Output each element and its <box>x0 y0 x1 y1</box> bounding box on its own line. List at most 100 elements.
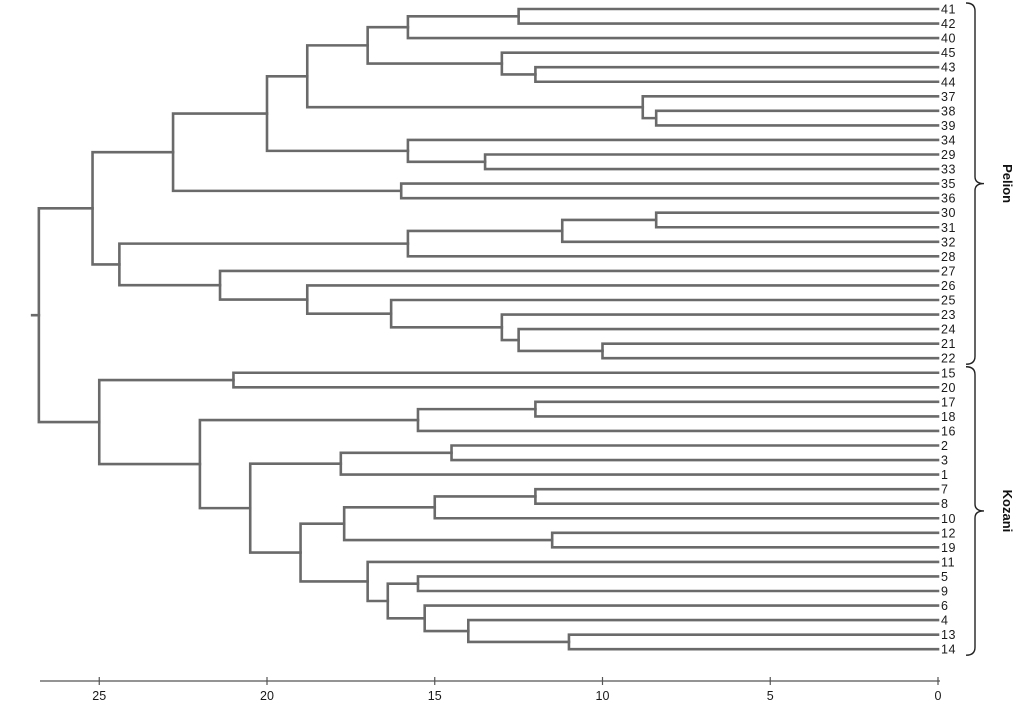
leaf-label: 45 <box>941 46 956 60</box>
leaf-label: 24 <box>941 323 956 337</box>
leaf-label: 4 <box>941 614 949 628</box>
leaf-label: 35 <box>941 177 956 191</box>
dendrogram-branch <box>641 95 940 120</box>
dendrogram-branch <box>265 74 410 153</box>
dendrogram-branch <box>416 407 940 433</box>
leaf-label: 30 <box>941 206 956 220</box>
dendrogram-branch <box>467 618 940 644</box>
dendrogram-branch <box>248 462 343 554</box>
dendrogram-branch <box>342 506 554 542</box>
leaf-label: 44 <box>941 75 956 89</box>
x-tick-label: 10 <box>596 689 610 703</box>
dendrogram-branch <box>339 451 940 476</box>
dendrogram-branch <box>534 487 940 505</box>
dendrogram-branches <box>30 7 940 651</box>
leaf-label: 23 <box>941 308 956 322</box>
dendrogram-branch <box>500 51 940 76</box>
group-bracket <box>965 2 985 365</box>
leaf-label: 17 <box>941 395 956 409</box>
leaf-label: 11 <box>941 555 955 569</box>
dendrogram-branch <box>118 242 410 287</box>
leaf-label: 19 <box>941 541 956 555</box>
group-label: Pelion <box>1000 164 1015 203</box>
dendrogram-branch <box>654 109 940 127</box>
dendrogram-branch <box>567 633 940 651</box>
x-axis: 25 20 15 10 5 0 <box>40 677 942 703</box>
dendrogram-branch <box>416 575 940 593</box>
dendrogram-branch <box>305 44 645 109</box>
dendrogram-branch <box>423 604 940 633</box>
dendrogram-branch <box>299 522 369 583</box>
leaf-label: 26 <box>941 279 956 293</box>
leaf-label: 7 <box>941 483 949 497</box>
leaf-label: 38 <box>941 104 956 118</box>
dendrogram-branch <box>450 444 940 462</box>
leaf-label: 9 <box>941 585 949 599</box>
leaf-label: 5 <box>941 570 949 584</box>
dendrogram-branch <box>406 14 940 40</box>
leaf-label: 3 <box>941 454 949 468</box>
leaf-label: 37 <box>941 90 956 104</box>
leaf-label: 33 <box>941 163 956 177</box>
leaf-label: 42 <box>941 17 956 31</box>
dendrogram-branch <box>433 495 940 520</box>
leaf-label: 31 <box>941 221 956 235</box>
leaf-label: 32 <box>941 235 956 249</box>
x-axis-ticks: 25 20 15 10 5 0 <box>92 677 942 703</box>
x-tick-label: 15 <box>428 689 442 703</box>
leaf-label: 36 <box>941 192 956 206</box>
dendrogram-branch <box>37 207 101 424</box>
x-tick-label: 25 <box>92 689 106 703</box>
leaf-label: 25 <box>941 294 956 308</box>
dendrogram-branch <box>97 378 235 466</box>
leaf-label: 6 <box>941 599 949 613</box>
dendrogram-branch <box>534 400 940 418</box>
dendrogram-branch <box>534 65 940 84</box>
group-bracket <box>965 366 985 656</box>
leaf-label: 18 <box>941 410 956 424</box>
dendrogram-branch <box>366 25 504 65</box>
leaf-label: 39 <box>941 119 956 133</box>
leaf-label: 2 <box>941 439 949 453</box>
leaf-label: 21 <box>941 337 956 351</box>
group-brackets: Pelion Kozani <box>965 2 1015 656</box>
leaf-labels: 4142404543443738393429333536303132282726… <box>941 3 956 657</box>
leaf-label: 27 <box>941 264 956 278</box>
dendrogram-branch <box>500 313 940 342</box>
leaf-label: 20 <box>941 381 956 395</box>
leaf-label: 8 <box>941 497 949 511</box>
x-tick-label: 20 <box>260 689 274 703</box>
dendrogram-branch <box>91 150 175 266</box>
dendrogram-branch <box>171 112 403 193</box>
leaf-label: 28 <box>941 250 956 264</box>
dendrogram-branch <box>366 560 940 603</box>
leaf-label: 15 <box>941 366 956 380</box>
dendrogram-branch <box>550 531 940 549</box>
leaf-label: 40 <box>941 32 956 46</box>
dendrogram-branch <box>483 153 940 171</box>
dendrogram-branch <box>654 211 940 229</box>
leaf-label: 13 <box>941 628 956 642</box>
dendrogram-branch <box>601 342 940 360</box>
dendrogram-branch <box>517 327 940 353</box>
leaf-label: 41 <box>941 3 956 17</box>
dendrogram-branch <box>232 371 940 389</box>
dendrogram-branch <box>399 182 940 200</box>
leaf-label: 43 <box>941 61 956 75</box>
dendrogram-branch <box>406 138 940 164</box>
dendrogram-branch <box>406 229 940 258</box>
leaf-label: 34 <box>941 133 956 147</box>
x-tick-label: 0 <box>935 689 942 703</box>
x-tick-label: 5 <box>767 689 774 703</box>
leaf-label: 1 <box>941 468 949 482</box>
leaf-label: 29 <box>941 148 956 162</box>
leaf-label: 10 <box>941 512 956 526</box>
group-label: Kozani <box>1000 490 1015 533</box>
dendrogram-branch <box>560 218 940 244</box>
dendrogram-branch <box>517 7 940 25</box>
leaf-label: 22 <box>941 352 956 366</box>
leaf-label: 16 <box>941 424 956 438</box>
leaf-label: 14 <box>941 643 956 657</box>
leaf-label: 12 <box>941 526 956 540</box>
